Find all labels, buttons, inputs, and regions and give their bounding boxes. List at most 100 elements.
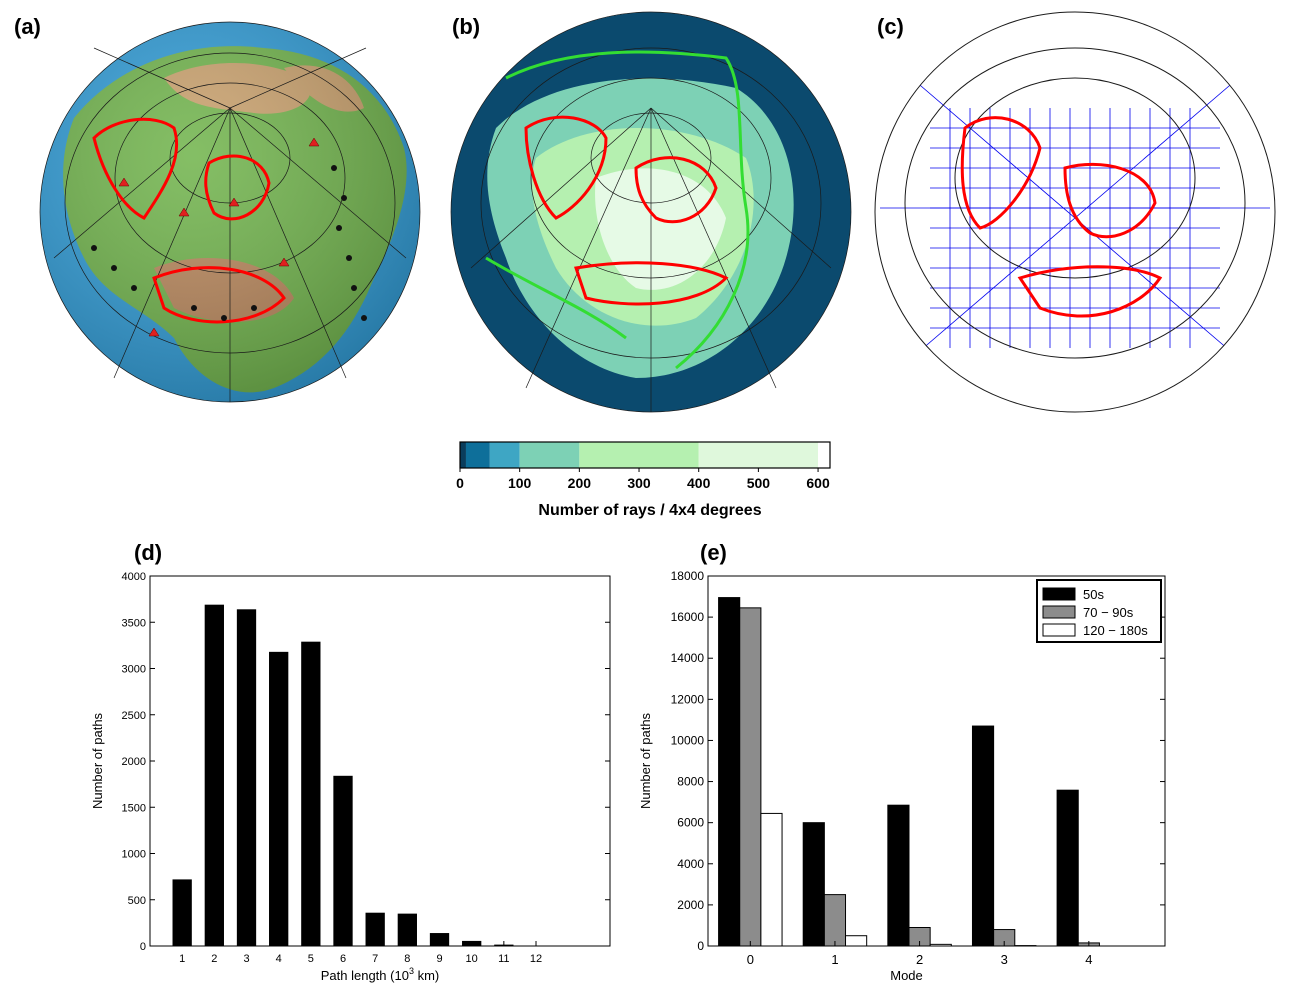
x-tick-label-d: 4 xyxy=(276,953,282,965)
red-outlines-a xyxy=(92,117,286,324)
y-tick-label-d: 0 xyxy=(140,941,146,953)
x-tick-label-d: 11 xyxy=(498,953,509,965)
y-tick-label-d: 1500 xyxy=(122,802,146,814)
bar-d-6 xyxy=(333,775,353,946)
y-tick-label-d: 500 xyxy=(128,895,146,907)
x-tick-label-d: 6 xyxy=(340,953,346,965)
colorbar: 0 100 200 300 400 500 600 Number of rays / 4x4… xyxy=(440,436,860,526)
legend-swatch-2 xyxy=(1042,623,1076,637)
bar-e-mode3-s0 xyxy=(971,725,995,947)
colorbar-bin xyxy=(460,442,466,468)
globe-map-b xyxy=(450,11,852,413)
colorbar-tick-label: 100 xyxy=(508,475,532,491)
colorbar-bin xyxy=(519,442,580,468)
background-c xyxy=(875,12,1275,412)
y-axis-label-d: Number of paths xyxy=(90,712,105,809)
colorbar-bin xyxy=(698,442,819,468)
y-tick-label-e: 8000 xyxy=(677,775,704,789)
x-tick-label-e: 0 xyxy=(747,952,754,967)
x-tick-label-d: 2 xyxy=(211,953,217,965)
colorbar-bin xyxy=(579,442,699,468)
bar-d-1 xyxy=(172,879,192,946)
y-tick-label-e: 12000 xyxy=(671,692,705,706)
x-tick-label-d: 3 xyxy=(243,953,249,965)
panel-label-e: (e) xyxy=(700,540,727,565)
bar-d-8 xyxy=(397,913,417,946)
plot-frame-d xyxy=(149,575,611,947)
red-outlines-b xyxy=(524,115,729,306)
y-tick-label-d: 3000 xyxy=(122,664,146,676)
colorbar-title: Number of rays / 4x4 degrees xyxy=(538,502,762,519)
x-tick-label-d: 1 xyxy=(179,953,185,965)
colorbar-tick-label: 400 xyxy=(687,475,711,491)
seismicity-dots-a xyxy=(91,165,367,321)
graticule-c xyxy=(874,11,1276,413)
y-tick-label-d: 2500 xyxy=(122,710,146,722)
globe-map-a xyxy=(39,21,421,403)
panel-label-c: (c) xyxy=(877,14,904,39)
y-tick-label-e: 0 xyxy=(697,939,704,953)
bar-d-5 xyxy=(301,641,321,946)
bar-e-mode0-s1 xyxy=(739,607,762,947)
bar-e-mode2-s0 xyxy=(887,804,910,947)
y-axis-label-e: Number of paths xyxy=(638,712,653,809)
y-tick-label-d: 2000 xyxy=(122,756,146,768)
station-triangles-a xyxy=(118,137,320,337)
graticule-a xyxy=(39,21,421,403)
globe-map-c xyxy=(874,11,1276,413)
y-tick-label-e: 2000 xyxy=(677,898,704,912)
bar-e-mode0-s2 xyxy=(760,812,783,947)
colorbar-bin xyxy=(818,442,830,468)
y-tick-label-e: 6000 xyxy=(677,816,704,830)
colorbar-tick-label: 600 xyxy=(806,475,830,491)
colorbar-frame xyxy=(459,441,831,469)
y-tick-label-d: 3500 xyxy=(122,617,146,629)
panel-label-d: (d) xyxy=(134,540,163,565)
x-tick-label-d: 10 xyxy=(466,953,478,965)
legend-swatch-1 xyxy=(1042,605,1076,619)
y-tick-label-e: 4000 xyxy=(677,857,704,871)
plate-boundaries-b xyxy=(485,50,750,370)
y-tick-label-e: 16000 xyxy=(671,610,705,624)
bar-d-2 xyxy=(204,604,224,946)
x-tick-label-e: 1 xyxy=(831,952,838,967)
x-tick-label-e: 4 xyxy=(1085,952,1092,967)
x-axis-label-d: Path length (103 km) xyxy=(321,966,439,983)
bar-d-7 xyxy=(365,912,385,946)
y-tick-label-e: 10000 xyxy=(671,733,705,747)
x-tick-label-d: 8 xyxy=(404,953,410,965)
legend-label-2: 120 − 180s xyxy=(1083,623,1148,638)
panel-label-b: (b) xyxy=(452,14,481,39)
bar-d-9 xyxy=(429,933,450,946)
bar-e-mode0-s0 xyxy=(718,597,741,947)
y-tick-label-e: 14000 xyxy=(671,651,705,665)
x-tick-label-e: 2 xyxy=(916,952,923,967)
bar-e-mode1-s0 xyxy=(802,822,825,947)
graticule-b xyxy=(450,11,852,413)
x-tick-label-d: 12 xyxy=(530,953,542,965)
colorbar-scale: 0 100 200 300 400 500 600 xyxy=(456,441,831,491)
ray-density-b3 xyxy=(595,168,726,290)
x-tick-label-d: 5 xyxy=(308,953,314,965)
y-tick-label-d: 1000 xyxy=(122,849,146,861)
panel-label-a: (a) xyxy=(14,14,41,39)
x-tick-label-e: 3 xyxy=(1001,952,1008,967)
bar-d-3 xyxy=(236,609,257,946)
colorbar-tick-label: 200 xyxy=(568,475,592,491)
x-tick-label-d: 7 xyxy=(372,953,378,965)
legend-label-1: 70 − 90s xyxy=(1083,605,1134,620)
bar-e-mode4-s0 xyxy=(1056,789,1079,947)
bar-d-4 xyxy=(269,651,289,946)
x-tick-label-d: 9 xyxy=(436,953,442,965)
y-tick-label-e: 18000 xyxy=(671,569,705,583)
colorbar-tick-label: 0 xyxy=(456,475,464,491)
bar-e-mode1-s2 xyxy=(845,935,868,947)
colorbar-tick-label: 500 xyxy=(747,475,771,491)
red-outlines-c xyxy=(960,116,1163,318)
colorbar-bin xyxy=(489,442,520,468)
x-axis-label-e: Mode xyxy=(890,968,923,983)
colorbar-bin xyxy=(465,442,490,468)
chart-e-mode-histogram: 0 2000 4000 6000 8000 10000 12000 14000 16000 180… xyxy=(638,569,1166,983)
legend-swatch-0 xyxy=(1042,587,1076,601)
